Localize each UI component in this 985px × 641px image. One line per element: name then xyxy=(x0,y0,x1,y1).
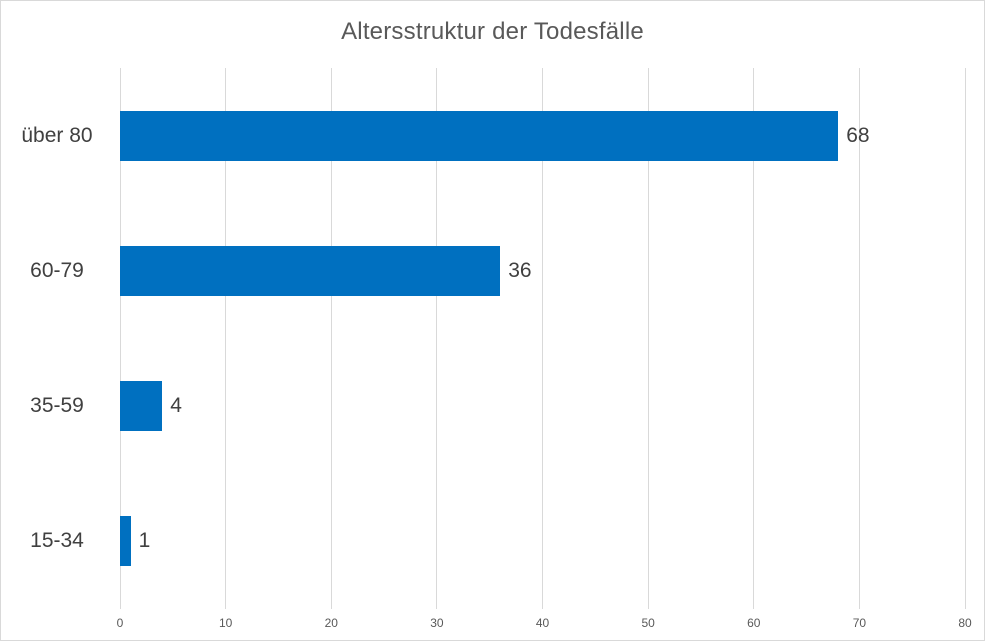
x-axis-tick-label: 70 xyxy=(852,616,867,630)
x-axis-tick-label: 50 xyxy=(641,616,655,630)
x-axis-tick-label: 20 xyxy=(324,616,338,630)
gridline xyxy=(647,68,649,609)
x-axis-tick-label: 0 xyxy=(116,616,124,630)
gridline xyxy=(119,68,121,609)
gridline xyxy=(753,68,755,609)
x-axis-tick-label: 60 xyxy=(747,616,761,630)
gridline xyxy=(225,68,227,609)
value-label: 36 xyxy=(508,258,532,282)
plot-area: 68 36 4 1 xyxy=(119,68,966,609)
gridline xyxy=(436,68,438,609)
chart-title: Altersstruktur der Todesfälle xyxy=(341,18,644,45)
gridline xyxy=(858,68,860,609)
category-axis-label: 60-79 xyxy=(30,258,84,282)
gridline xyxy=(330,68,332,609)
x-axis-tick-label: 40 xyxy=(535,616,550,630)
category-axis-label: 15-34 xyxy=(30,529,84,553)
bar-über-80 xyxy=(120,110,839,161)
bar-60-79 xyxy=(120,245,501,296)
value-label: 4 xyxy=(170,394,182,418)
x-axis-tick-label: 80 xyxy=(958,616,972,630)
category-axis-label: 35-59 xyxy=(30,394,84,418)
category-axis-label: über 80 xyxy=(21,123,93,147)
value-label: 68 xyxy=(846,123,870,147)
x-axis-tick-label: 10 xyxy=(218,616,233,630)
gridline xyxy=(964,68,966,609)
bar-35-59 xyxy=(120,381,163,432)
gridline xyxy=(542,68,543,609)
bar-15-34 xyxy=(120,516,131,567)
x-axis-tick-label: 30 xyxy=(430,616,444,630)
value-label: 1 xyxy=(138,529,151,553)
